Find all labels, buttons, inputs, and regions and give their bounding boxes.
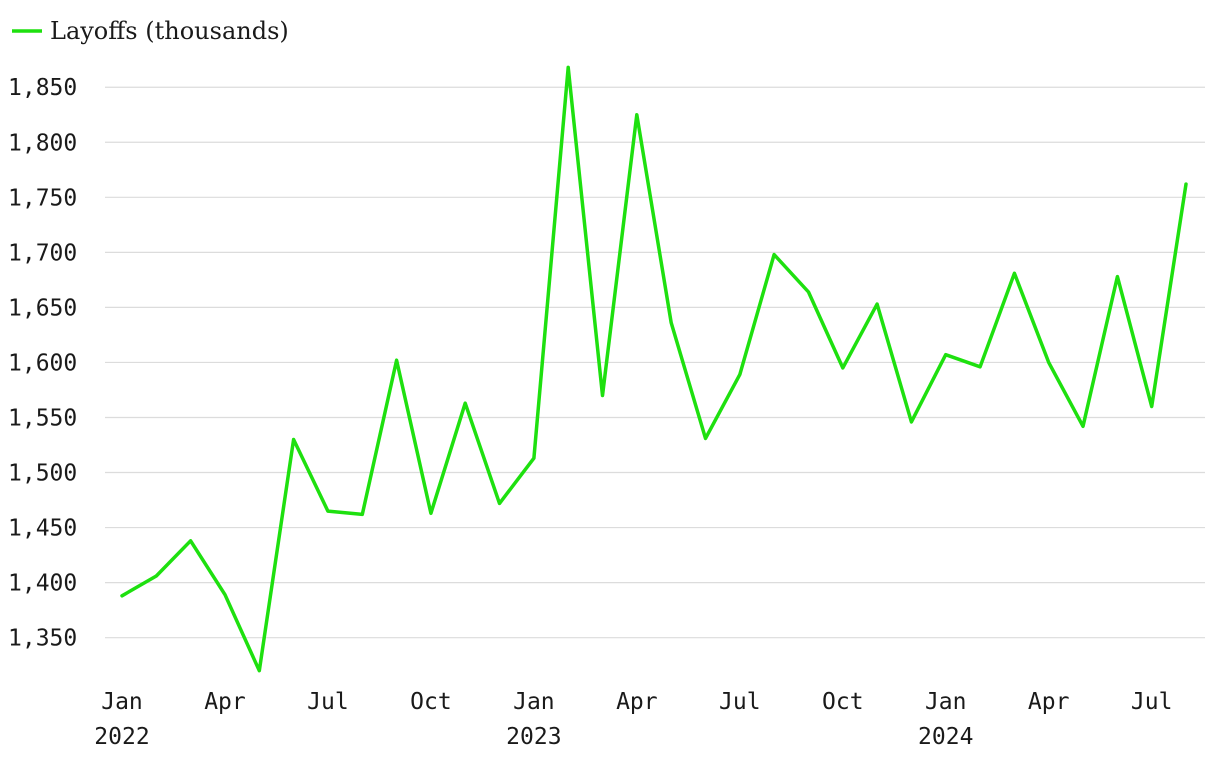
x-tick-label: Jan — [101, 689, 143, 715]
x-tick-year-label: 2022 — [94, 724, 149, 750]
y-tick-label: 1,850 — [8, 75, 77, 101]
x-axis: Jan 2022 Apr Jul Oct Jan 2023 Apr Jul Oct Jan 2024 A… — [94, 689, 1172, 750]
x-tick-year-label: 2024 — [918, 724, 973, 750]
y-tick-label: 1,600 — [8, 350, 77, 376]
x-tick-label: Jul — [1131, 689, 1173, 715]
x-tick-label: Jul — [719, 689, 761, 715]
legend: Layoffs (thousands) — [12, 17, 289, 45]
y-tick-label: 1,650 — [8, 295, 77, 321]
x-tick-label: Jan — [925, 689, 967, 715]
y-tick-label: 1,500 — [8, 461, 77, 487]
x-tick-label: Oct — [410, 689, 452, 715]
x-tick-label: Oct — [822, 689, 864, 715]
y-tick-label: 1,450 — [8, 516, 77, 542]
y-tick-label: 1,550 — [8, 405, 77, 431]
series-line — [120, 65, 1188, 673]
y-tick-label: 1,800 — [8, 130, 77, 156]
y-tick-label: 1,350 — [8, 626, 77, 652]
x-tick-label: Apr — [204, 689, 246, 715]
y-axis: 1,350 1,400 1,450 1,500 1,550 1,600 1,650 1,700… — [8, 75, 77, 651]
x-tick-label: Jul — [307, 689, 349, 715]
plot-area — [120, 65, 1188, 673]
x-tick-year-label: 2023 — [506, 724, 561, 750]
x-tick-label: Jan — [513, 689, 555, 715]
x-tick-label: Apr — [1028, 689, 1070, 715]
x-tick-label: Apr — [616, 689, 658, 715]
grid-lines — [105, 86, 1205, 639]
y-tick-label: 1,400 — [8, 571, 77, 597]
legend-label: Layoffs (thousands) — [50, 17, 289, 45]
y-tick-label: 1,750 — [8, 185, 77, 211]
y-tick-label: 1,700 — [8, 240, 77, 266]
